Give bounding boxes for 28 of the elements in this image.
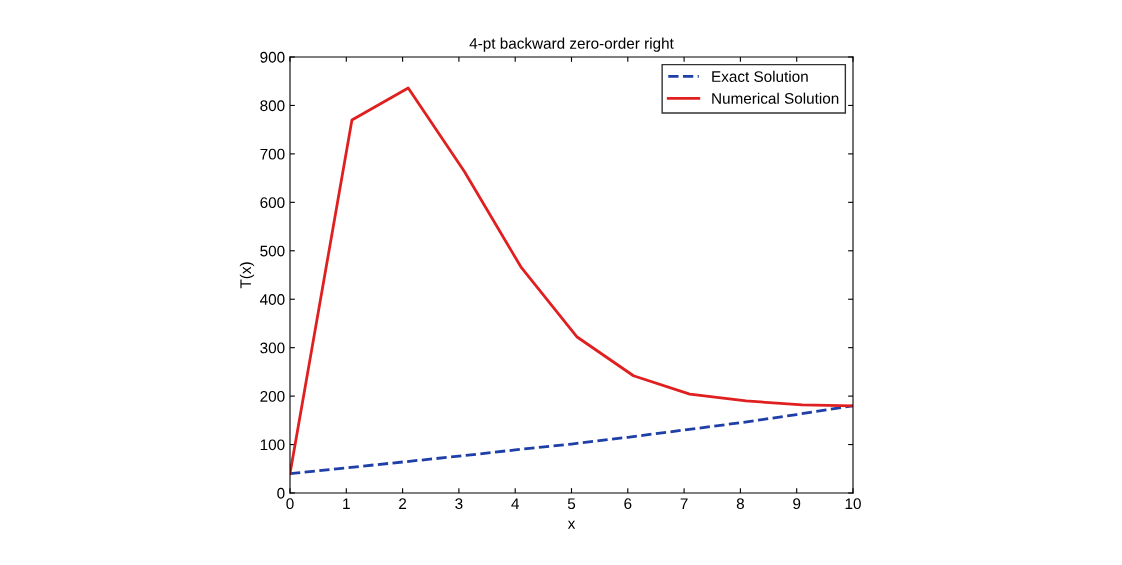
y-tick-label: 200 xyxy=(260,390,285,402)
line-series xyxy=(290,404,853,476)
y-tick-label: 800 xyxy=(260,100,285,112)
y-tick-label: 900 xyxy=(260,51,285,63)
legend-label: Exact Solution xyxy=(712,70,808,82)
x-tick-label: 4 xyxy=(511,498,519,509)
y-tick-label: 500 xyxy=(260,245,285,257)
legend-label: Numerical Solution xyxy=(712,92,839,104)
y-tick-label: 700 xyxy=(260,148,285,160)
x-tick-label: 6 xyxy=(624,498,632,510)
x-tick-label: 8 xyxy=(736,498,744,510)
y-tick-label: 0 xyxy=(277,487,285,499)
y-tick-label: 400 xyxy=(260,294,285,305)
chart-title: 4-pt backward zero-order right xyxy=(469,37,674,52)
y-tick-label: 600 xyxy=(260,197,285,209)
x-tick-label: 5 xyxy=(567,498,576,510)
x-tick-label: 3 xyxy=(455,498,463,510)
x-tick-label: 1 xyxy=(343,498,350,509)
x-tick-label: 2 xyxy=(399,498,407,509)
x-tick-label: 7 xyxy=(680,498,688,509)
y-axis-title: T(x) xyxy=(239,262,255,289)
x-tick-label: 0 xyxy=(286,498,294,510)
y-tick-label: 300 xyxy=(260,342,285,354)
x-tick-label: 9 xyxy=(793,498,801,510)
x-axis-title: x xyxy=(567,520,576,529)
x-tick-label: 10 xyxy=(845,498,861,510)
y-tick-label: 100 xyxy=(260,439,285,451)
line-series xyxy=(290,86,853,476)
